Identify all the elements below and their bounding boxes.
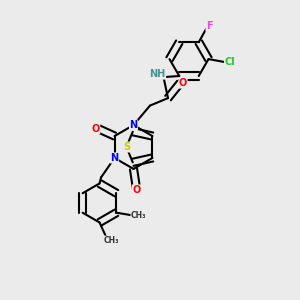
Text: O: O [132, 185, 141, 195]
Text: S: S [123, 142, 130, 152]
Text: CH₃: CH₃ [103, 236, 119, 245]
Text: Cl: Cl [224, 57, 235, 67]
Text: CH₃: CH₃ [131, 211, 146, 220]
Text: F: F [206, 21, 213, 31]
Text: NH: NH [149, 69, 166, 79]
Text: O: O [92, 124, 100, 134]
Text: N: N [110, 153, 118, 163]
Text: N: N [129, 120, 138, 130]
Text: O: O [179, 78, 187, 88]
